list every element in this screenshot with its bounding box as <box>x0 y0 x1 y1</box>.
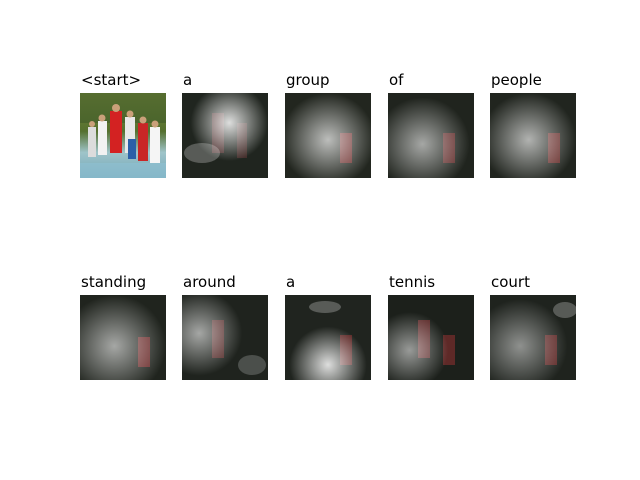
caption-step: standing <box>80 273 180 380</box>
token-label: standing <box>81 273 147 291</box>
attention-map <box>182 93 268 178</box>
token-label: tennis <box>389 273 436 291</box>
token-label: <start> <box>81 71 142 89</box>
token-label: people <box>491 71 542 89</box>
caption-step: a <box>182 71 282 178</box>
attention-heatmap <box>388 295 474 380</box>
token-label: court <box>491 273 530 291</box>
attention-heatmap <box>490 93 576 178</box>
attention-map <box>285 295 371 380</box>
attention-heatmap <box>285 295 371 380</box>
token-label: a <box>183 71 193 89</box>
attention-heatmap <box>80 295 166 380</box>
attention-map <box>490 93 576 178</box>
source-photo <box>80 93 166 178</box>
caption-step: group <box>285 71 385 178</box>
attention-map <box>80 295 166 380</box>
caption-step-start: <start> <box>80 71 180 178</box>
attention-heatmap <box>490 295 576 380</box>
attention-heatmap <box>285 93 371 178</box>
attention-map <box>285 93 371 178</box>
attention-map <box>490 295 576 380</box>
token-label: group <box>286 71 330 89</box>
caption-step: tennis <box>388 273 488 380</box>
token-label: a <box>286 273 296 291</box>
token-label: around <box>183 273 236 291</box>
attention-map <box>388 295 474 380</box>
attention-heatmap <box>182 295 268 380</box>
caption-step: court <box>490 273 590 380</box>
caption-step: people <box>490 71 590 178</box>
token-label: of <box>389 71 404 89</box>
attention-map <box>388 93 474 178</box>
attention-map <box>182 295 268 380</box>
caption-step: a <box>285 273 385 380</box>
group-photo-image <box>80 93 166 178</box>
caption-step: of <box>388 71 488 178</box>
attention-heatmap <box>182 93 268 178</box>
caption-step: around <box>182 273 282 380</box>
attention-heatmap <box>388 93 474 178</box>
